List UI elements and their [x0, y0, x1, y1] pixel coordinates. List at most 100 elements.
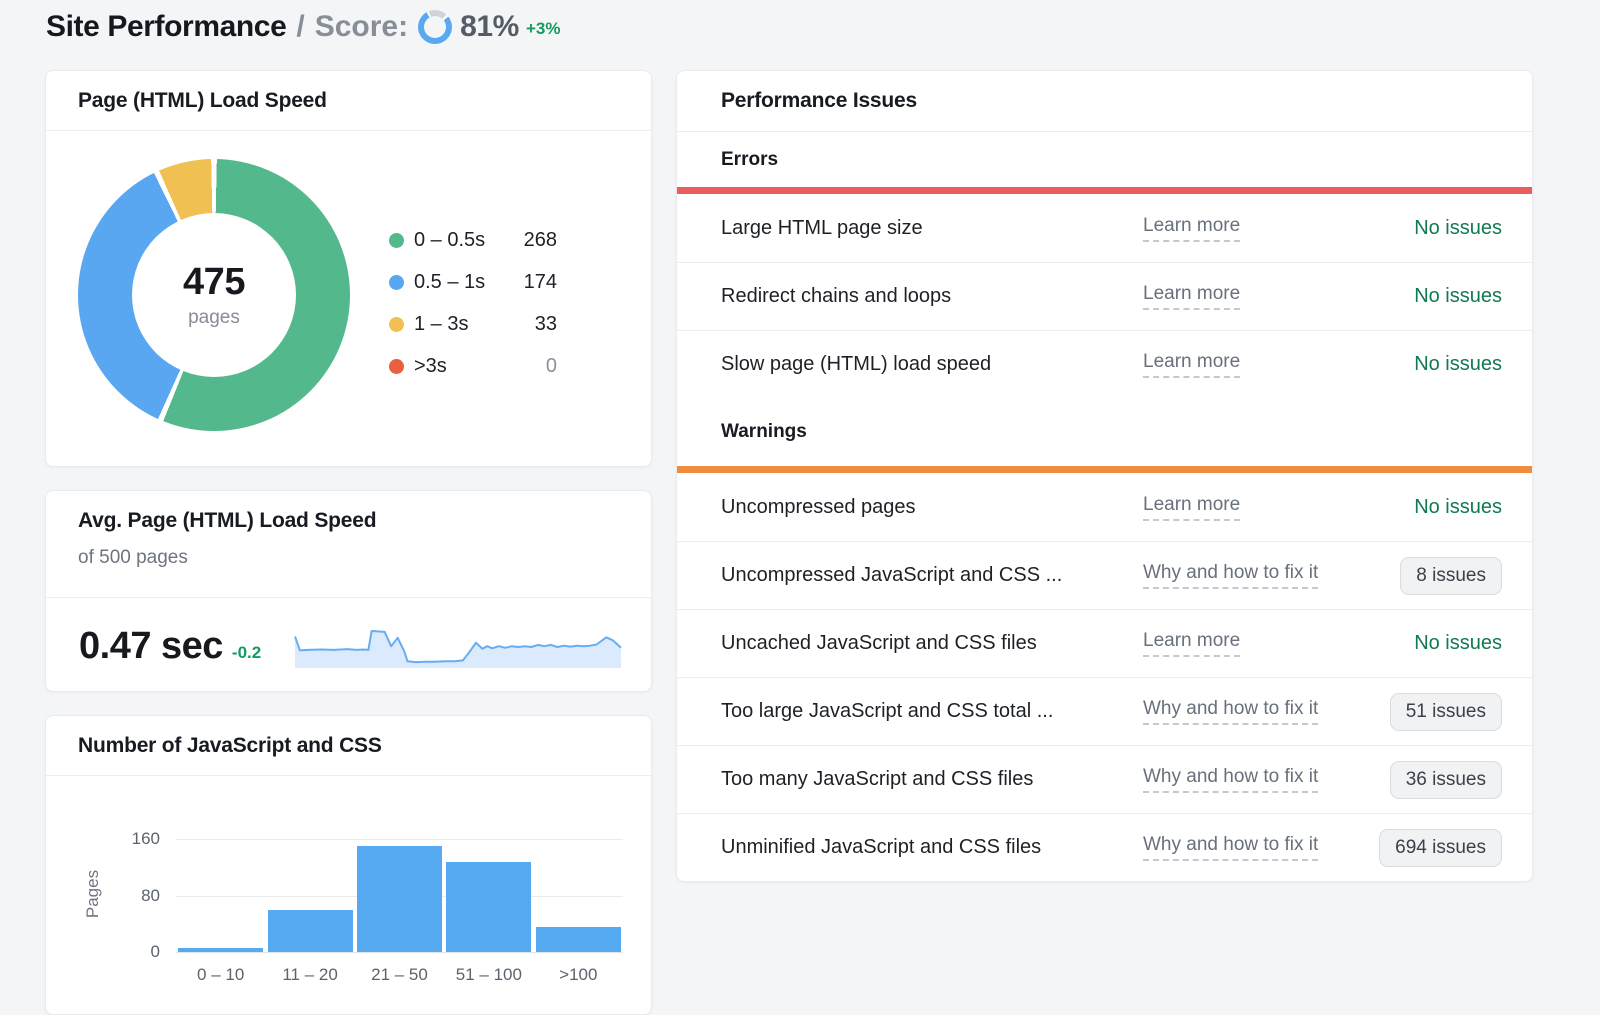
score-delta: +3%: [525, 19, 561, 38]
no-issues-label: No issues: [1414, 216, 1502, 239]
issue-count-badge[interactable]: 694 issues: [1379, 828, 1502, 867]
issue-status: 8 issues: [1400, 556, 1502, 595]
legend-item: 1 – 3s 33: [389, 303, 557, 345]
avg-speed-value: 0.47 sec: [79, 625, 223, 667]
page-title: Site Performance: [46, 10, 287, 43]
issue-help-link[interactable]: Why and how to fix it: [1143, 834, 1319, 861]
issue-name: Uncached JavaScript and CSS files: [721, 632, 1037, 654]
legend-item: >3s 0: [389, 345, 557, 387]
issue-help-link[interactable]: Why and how to fix it: [1143, 766, 1319, 793]
title-separator: /: [296, 10, 305, 43]
bar-chart-bar: [535, 927, 621, 952]
bar-chart-x-tick-label: 21 – 50: [371, 965, 428, 984]
bar-chart-y-tick-label: 0: [150, 942, 160, 961]
bar-chart-x-tick-label: >100: [559, 965, 598, 984]
issue-help-link[interactable]: Learn more: [1143, 351, 1241, 378]
score-value: 81%: [460, 10, 519, 43]
bar-chart-x-tick-label: 11 – 20: [282, 965, 338, 984]
issue-status: 51 issues: [1389, 692, 1502, 731]
issues-sections: Errors Large HTML page size Learn more No i…: [677, 132, 1532, 881]
legend-color-dot-icon: [389, 274, 404, 290]
legend-color-dot-icon: [389, 358, 404, 374]
no-issues-label: No issues: [1414, 353, 1502, 375]
issue-name: Large HTML page size: [721, 216, 923, 239]
legend-label: >3s: [414, 354, 447, 377]
no-issues-label: No issues: [1414, 632, 1502, 654]
page-header: Site Performance / Score: 81% +3%: [46, 10, 560, 44]
issue-row: Uncached JavaScript and CSS files Learn m…: [677, 609, 1532, 677]
load-speed-donut-chart: 475 pages: [78, 159, 350, 431]
issues-section-warnings: Warnings Uncompressed pages Learn more No i…: [677, 398, 1532, 881]
issue-row: Uncompressed pages Learn more No issues: [677, 473, 1532, 541]
issue-count-badge[interactable]: 36 issues: [1389, 760, 1502, 799]
bar-chart-gridline: [176, 952, 623, 953]
card-title: Avg. Page (HTML) Load Speed: [78, 509, 377, 532]
sparkline-area: [295, 631, 621, 668]
issue-count-badge[interactable]: 51 issues: [1389, 692, 1502, 731]
issue-row: Too many JavaScript and CSS files Why and…: [677, 745, 1532, 813]
issue-name: Too many JavaScript and CSS files: [721, 768, 1034, 790]
legend-color-dot-icon: [389, 316, 404, 332]
issue-status: No issues: [1414, 632, 1502, 655]
donut-total-label: pages: [188, 307, 240, 328]
bar-chart-y-tick-label: 80: [141, 885, 160, 905]
issue-name: Uncompressed JavaScript and CSS ...: [721, 564, 1063, 586]
issue-row: Large HTML page size Learn more No issues: [677, 194, 1532, 262]
issue-help-link[interactable]: Learn more: [1143, 494, 1241, 521]
issue-rows: Uncompressed pages Learn more No issues Unc…: [677, 473, 1532, 881]
legend-value: 0: [545, 354, 557, 377]
no-issues-label: No issues: [1414, 495, 1502, 518]
score-ring-icon: [418, 10, 453, 44]
section-heading: Errors: [721, 148, 779, 170]
issue-row: Unminified JavaScript and CSS files Why a…: [677, 813, 1532, 881]
avg-speed-delta: -0.2: [231, 643, 262, 662]
card-subtitle: of 500 pages: [78, 547, 188, 568]
card-header: Avg. Page (HTML) Load Speed of 500 pages: [46, 491, 651, 598]
issue-status: No issues: [1414, 496, 1502, 519]
section-accent-bar: [677, 466, 1532, 473]
card-js-css-count: Number of JavaScript and CSS Pages 0 80 16…: [45, 715, 652, 1015]
card-title: Page (HTML) Load Speed: [46, 71, 651, 131]
bar-chart-bar: [446, 861, 532, 952]
issue-status: 36 issues: [1389, 760, 1502, 799]
issue-help-link[interactable]: Why and how to fix it: [1143, 562, 1319, 589]
bar-chart-y-tick-label: 160: [131, 829, 160, 848]
issue-row: Slow page (HTML) load speed Learn more No …: [677, 330, 1532, 398]
load-speed-sparkline-chart: [294, 630, 622, 668]
issue-name: Uncompressed pages: [721, 495, 916, 518]
donut-total-value: 475: [183, 261, 245, 303]
issue-count-badge[interactable]: 8 issues: [1400, 556, 1502, 595]
issue-help-link[interactable]: Why and how to fix it: [1143, 698, 1319, 725]
legend-color-dot-icon: [389, 232, 404, 248]
card-performance-issues: Performance Issues Errors Large HTML page…: [676, 70, 1533, 882]
legend-label: 1 – 3s: [414, 312, 469, 335]
issue-name: Slow page (HTML) load speed: [721, 353, 992, 375]
card-title: Number of JavaScript and CSS: [46, 716, 651, 776]
legend-label: 0 – 0.5s: [414, 228, 486, 251]
issue-row: Redirect chains and loops Learn more No is…: [677, 262, 1532, 330]
issue-help-link[interactable]: Learn more: [1143, 283, 1241, 310]
donut-hole: 475 pages: [132, 213, 296, 377]
donut-legend: 0 – 0.5s 268 0.5 – 1s 174 1 – 3s 33 >3s 0: [389, 219, 557, 387]
issue-status: No issues: [1414, 353, 1502, 376]
legend-value: 268: [523, 228, 557, 251]
card-title: Performance Issues: [677, 71, 1532, 132]
issue-help-link[interactable]: Learn more: [1143, 215, 1241, 242]
bar-chart-bar: [357, 846, 442, 952]
bar-chart-bar: [178, 948, 264, 952]
issue-row: Too large JavaScript and CSS total ... Wh…: [677, 677, 1532, 745]
section-accent-bar: [677, 187, 1532, 194]
issue-status: No issues: [1414, 217, 1502, 240]
issue-row: Uncompressed JavaScript and CSS ... Why a…: [677, 541, 1532, 609]
bar-chart-x-tick-label: 51 – 100: [455, 965, 522, 984]
issues-section-errors: Errors Large HTML page size Learn more No i…: [677, 132, 1532, 398]
legend-value: 33: [534, 312, 557, 335]
issue-help-link[interactable]: Learn more: [1143, 630, 1241, 657]
issue-status: No issues: [1414, 285, 1502, 308]
card-avg-load-speed: Avg. Page (HTML) Load Speed of 500 pages…: [45, 490, 652, 692]
card-page-load-speed: Page (HTML) Load Speed 475 pages 0 – 0.5…: [45, 70, 652, 467]
legend-label: 0.5 – 1s: [414, 270, 486, 293]
issue-name: Too large JavaScript and CSS total ...: [721, 700, 1054, 722]
legend-value: 174: [523, 270, 557, 293]
